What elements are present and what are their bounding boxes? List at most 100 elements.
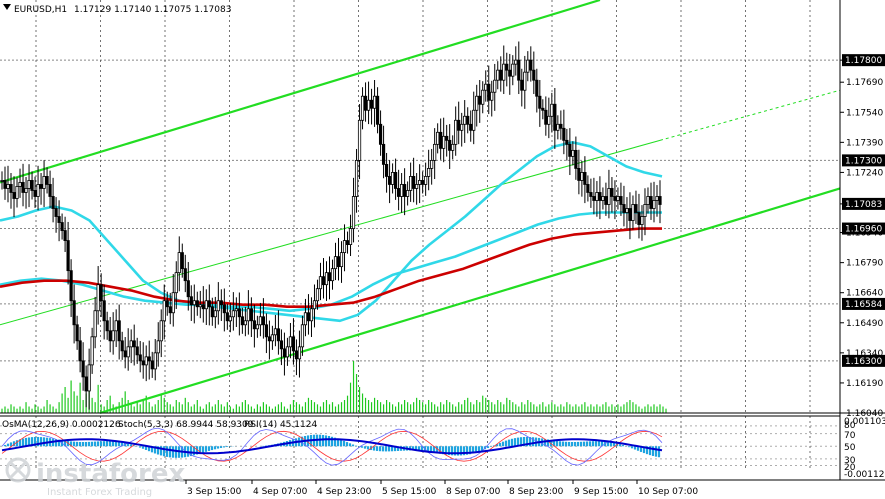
candle-body (397, 188, 401, 197)
candle-body (216, 300, 220, 312)
candle-body (213, 310, 217, 318)
candle-body (75, 324, 79, 342)
candle-body (613, 196, 617, 201)
candle-body (300, 324, 305, 348)
candle-body (108, 330, 112, 342)
level-tag-box (842, 354, 885, 367)
candle-body (153, 352, 157, 370)
candle-body (201, 304, 205, 310)
candle-body (619, 196, 623, 205)
candle-body (357, 119, 362, 161)
candle-body (156, 340, 160, 354)
candle-body (514, 59, 518, 65)
candle-body (81, 360, 85, 378)
indicator-axis-label: 30 (844, 456, 856, 466)
candle-body (159, 320, 163, 342)
indicator-subpanel (0, 425, 840, 466)
ma-line (0, 141, 663, 323)
candle-body (123, 350, 127, 358)
candle-body (574, 149, 578, 169)
candle-body (418, 180, 422, 185)
candle-body (222, 304, 226, 314)
indicator-axis-label: 20 (844, 463, 856, 473)
candle-body (481, 89, 485, 105)
level-tag-box (842, 54, 885, 67)
time-tick-label: 4 Sep 07:00 (253, 487, 308, 497)
candle-body (604, 196, 608, 205)
candle-body (541, 107, 545, 111)
ma-line (0, 227, 662, 309)
collapse-arrow-icon[interactable] (3, 4, 11, 10)
candle-body (390, 172, 395, 185)
candle-body (12, 192, 16, 199)
candle-body (186, 280, 190, 298)
candle-body (538, 95, 542, 109)
candle-body (381, 143, 386, 165)
candle-body (39, 184, 43, 189)
time-tick-label: 8 Sep 07:00 (446, 487, 501, 497)
candle-body (234, 308, 238, 312)
candle-body (580, 172, 584, 181)
candle-body (99, 284, 103, 302)
candle-body (634, 204, 638, 213)
candle-body (264, 324, 269, 338)
candle-body (457, 119, 461, 131)
candle-body (9, 184, 13, 193)
level-tag-label: 1.17800 (845, 56, 882, 66)
candle-body (288, 336, 293, 348)
candle-body (472, 109, 476, 131)
candle-body (150, 360, 154, 370)
candle-body (306, 312, 311, 322)
candle-body (616, 196, 620, 201)
indicator-axis-label: -0.00112 (844, 470, 884, 480)
candle-body (607, 188, 611, 205)
volume-bars (1, 361, 667, 413)
candle-body (535, 79, 539, 97)
candle-body (126, 346, 130, 358)
candle-body (267, 336, 272, 342)
price-tick-label: 1.16640 (846, 289, 883, 299)
candle-body (544, 109, 548, 125)
candle-body (526, 59, 530, 73)
candle-body (586, 184, 590, 193)
candle-body (637, 212, 641, 225)
candle-body (366, 99, 371, 111)
candle-body (363, 95, 368, 111)
candle-body (475, 95, 479, 111)
candle-body (204, 300, 208, 310)
candle-body (132, 340, 136, 348)
price-tick-label: 1.16190 (846, 379, 883, 389)
watermark: instaforex Instant Forex Trading (5, 457, 186, 498)
candle-body (309, 308, 314, 322)
candle-body (303, 312, 308, 326)
symbol-label: EURUSD,H1 (14, 5, 67, 15)
candle-body (384, 163, 389, 177)
stoch-signal-line (1, 430, 663, 462)
candle-body (273, 328, 278, 336)
candle-body (6, 184, 10, 189)
osma-signal-line (1, 438, 663, 455)
candle-body (646, 196, 650, 205)
candle-body (102, 300, 106, 322)
price-tick-label: 1.16790 (846, 259, 883, 269)
candle-body (550, 103, 554, 117)
candle-body (622, 204, 626, 213)
candle-body (484, 83, 488, 91)
candle-body (592, 196, 596, 201)
candle-body (439, 131, 443, 149)
candle-body (430, 159, 434, 169)
candle-body (183, 268, 187, 282)
candle-body (90, 336, 94, 366)
indicator-axis-label: 50 (844, 443, 856, 453)
candle-body (372, 95, 377, 109)
candle-body (478, 95, 482, 105)
candle-body (147, 356, 151, 362)
candle-body (69, 270, 73, 302)
level-tag-box (842, 222, 885, 235)
candle-body (189, 296, 193, 306)
candle-body (33, 190, 37, 197)
candle-body (0, 180, 4, 182)
candle-body (192, 300, 196, 306)
indicator-axis-label: 0.0011035 (844, 417, 885, 427)
level-tag-label: 1.16960 (845, 225, 882, 235)
